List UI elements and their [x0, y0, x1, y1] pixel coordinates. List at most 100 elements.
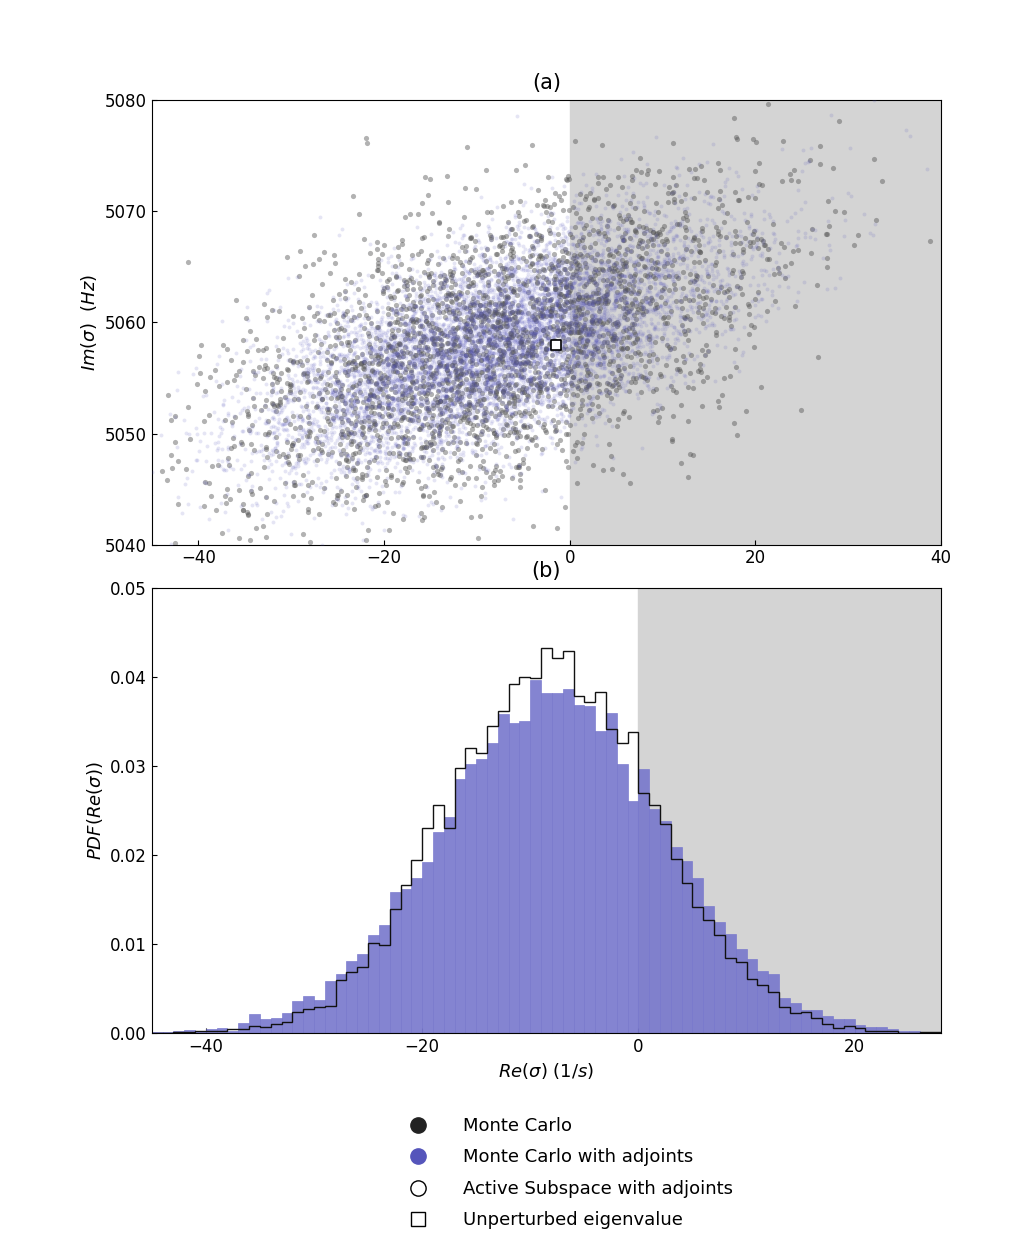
- Monte Carlo: [473, 362, 489, 382]
- Monte Carlo with adjoints: [470, 359, 486, 379]
- Monte Carlo: [454, 383, 470, 403]
- Monte Carlo with adjoints: [528, 262, 544, 282]
- Monte Carlo: [585, 189, 602, 209]
- Monte Carlo: [432, 419, 448, 439]
- Monte Carlo with adjoints: [744, 239, 760, 259]
- Monte Carlo with adjoints: [582, 299, 599, 319]
- Monte Carlo: [604, 376, 620, 396]
- Monte Carlo: [549, 294, 565, 314]
- Monte Carlo: [681, 264, 698, 284]
- Monte Carlo with adjoints: [524, 314, 540, 334]
- Monte Carlo: [343, 434, 359, 454]
- Monte Carlo with adjoints: [435, 277, 451, 297]
- Monte Carlo: [393, 254, 409, 274]
- Monte Carlo with adjoints: [605, 328, 621, 348]
- Monte Carlo: [429, 341, 445, 361]
- Monte Carlo with adjoints: [730, 277, 746, 297]
- Monte Carlo with adjoints: [490, 414, 507, 434]
- Monte Carlo with adjoints: [341, 391, 357, 411]
- Monte Carlo: [474, 268, 490, 288]
- Monte Carlo with adjoints: [482, 383, 498, 403]
- Monte Carlo: [614, 464, 630, 485]
- Monte Carlo with adjoints: [555, 349, 571, 369]
- Monte Carlo with adjoints: [437, 267, 453, 287]
- Monte Carlo with adjoints: [544, 258, 560, 278]
- Monte Carlo with adjoints: [391, 304, 407, 324]
- Monte Carlo with adjoints: [553, 214, 569, 234]
- Monte Carlo: [523, 373, 539, 393]
- Monte Carlo: [528, 273, 544, 293]
- Monte Carlo with adjoints: [467, 381, 483, 401]
- Monte Carlo with adjoints: [610, 288, 626, 308]
- Monte Carlo with adjoints: [490, 369, 507, 389]
- Monte Carlo with adjoints: [628, 338, 644, 358]
- Monte Carlo with adjoints: [542, 232, 558, 252]
- Monte Carlo: [191, 347, 207, 367]
- Monte Carlo: [558, 277, 574, 297]
- Monte Carlo with adjoints: [455, 371, 471, 391]
- Monte Carlo: [803, 243, 819, 263]
- Monte Carlo: [164, 458, 180, 478]
- Monte Carlo: [394, 308, 410, 328]
- Monte Carlo with adjoints: [596, 198, 613, 218]
- Monte Carlo: [378, 272, 394, 292]
- Monte Carlo: [427, 389, 443, 409]
- Monte Carlo with adjoints: [257, 413, 273, 433]
- Monte Carlo with adjoints: [572, 439, 588, 459]
- Monte Carlo with adjoints: [214, 419, 231, 439]
- Monte Carlo: [543, 300, 559, 321]
- Monte Carlo with adjoints: [400, 313, 417, 333]
- Monte Carlo with adjoints: [525, 343, 541, 363]
- Monte Carlo with adjoints: [455, 290, 471, 310]
- Monte Carlo with adjoints: [429, 394, 445, 414]
- Monte Carlo with adjoints: [658, 277, 674, 297]
- Monte Carlo with adjoints: [289, 446, 305, 466]
- Monte Carlo with adjoints: [603, 274, 619, 294]
- Monte Carlo with adjoints: [478, 285, 494, 305]
- Monte Carlo with adjoints: [586, 307, 603, 327]
- Monte Carlo with adjoints: [478, 307, 494, 327]
- Monte Carlo with adjoints: [437, 309, 453, 329]
- Monte Carlo with adjoints: [514, 302, 530, 322]
- Monte Carlo with adjoints: [493, 421, 510, 441]
- Monte Carlo with adjoints: [453, 348, 469, 368]
- Monte Carlo with adjoints: [577, 175, 593, 195]
- Monte Carlo with adjoints: [456, 364, 472, 384]
- Monte Carlo with adjoints: [197, 473, 213, 493]
- Monte Carlo with adjoints: [471, 411, 487, 431]
- Monte Carlo with adjoints: [536, 354, 552, 374]
- Monte Carlo: [491, 376, 508, 396]
- Monte Carlo with adjoints: [511, 309, 527, 329]
- Monte Carlo: [520, 352, 536, 372]
- Monte Carlo with adjoints: [576, 332, 592, 352]
- Monte Carlo with adjoints: [576, 242, 592, 262]
- Monte Carlo with adjoints: [377, 394, 393, 414]
- Monte Carlo with adjoints: [431, 398, 447, 418]
- Monte Carlo: [559, 339, 575, 359]
- Monte Carlo with adjoints: [280, 443, 296, 463]
- Monte Carlo with adjoints: [581, 220, 598, 240]
- Monte Carlo with adjoints: [362, 332, 378, 352]
- Monte Carlo with adjoints: [717, 321, 733, 341]
- Monte Carlo with adjoints: [545, 270, 561, 290]
- Monte Carlo: [586, 250, 603, 270]
- Monte Carlo: [624, 368, 640, 388]
- Monte Carlo with adjoints: [556, 252, 572, 272]
- Monte Carlo with adjoints: [472, 367, 488, 387]
- Monte Carlo with adjoints: [506, 322, 522, 342]
- Monte Carlo with adjoints: [440, 369, 456, 389]
- Monte Carlo with adjoints: [548, 260, 564, 280]
- Monte Carlo with adjoints: [471, 396, 487, 416]
- Monte Carlo with adjoints: [509, 312, 525, 332]
- Monte Carlo with adjoints: [542, 389, 558, 409]
- Monte Carlo with adjoints: [511, 343, 527, 363]
- Monte Carlo with adjoints: [387, 482, 403, 502]
- Monte Carlo with adjoints: [498, 245, 515, 265]
- Monte Carlo with adjoints: [435, 295, 451, 316]
- Monte Carlo with adjoints: [519, 309, 535, 329]
- Monte Carlo with adjoints: [348, 422, 364, 442]
- Monte Carlo: [477, 285, 493, 305]
- Monte Carlo: [540, 258, 556, 278]
- Monte Carlo with adjoints: [706, 213, 722, 233]
- Monte Carlo with adjoints: [517, 363, 533, 383]
